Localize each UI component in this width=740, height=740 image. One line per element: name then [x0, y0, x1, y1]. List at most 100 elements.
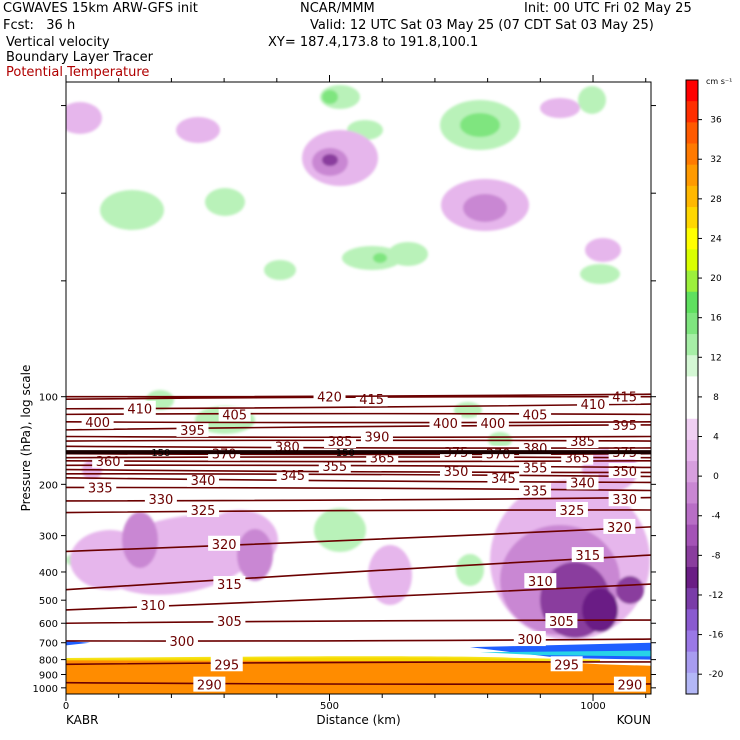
isentrope-label-335: 335	[523, 485, 548, 500]
colorbar-swatch	[686, 185, 698, 208]
isentrope-label-315: 315	[217, 578, 242, 593]
isentrope-label-305: 305	[217, 615, 242, 630]
colorbar-tick-label: 8	[713, 393, 719, 403]
colorbar-swatch	[686, 207, 698, 229]
updraft-region	[264, 260, 296, 280]
colorbar-tick-label: 4	[713, 433, 719, 443]
y-tick-label: 800	[39, 656, 58, 667]
colorbar-swatch	[686, 249, 698, 272]
isentrope-label-bg	[429, 414, 462, 430]
isentrope-335	[66, 486, 651, 492]
isentrope-label-bg	[571, 547, 604, 563]
isentrope-label-400: 400	[480, 417, 505, 432]
isentrope-355	[66, 464, 651, 469]
updraft-region	[314, 508, 366, 552]
isentrope-label-bg	[213, 576, 246, 592]
isentrope-label-380: 380	[523, 442, 548, 457]
isentrope-385	[66, 439, 651, 442]
isentrope-label-bg	[271, 438, 304, 454]
isentrope-label-410: 410	[127, 403, 152, 418]
isentrope-label-bg	[524, 573, 557, 589]
colorbar-tick-label: -20	[709, 670, 724, 680]
colorbar-swatch	[686, 672, 698, 695]
isentrope-label-365: 365	[565, 452, 590, 467]
x-tick-label: 500	[320, 701, 339, 712]
isentrope-label-305: 305	[549, 615, 574, 630]
y-tick-label: 900	[39, 671, 58, 682]
downdraft-core	[322, 154, 338, 166]
isentrope-label-310: 310	[528, 575, 553, 590]
isentrope-label-bg	[608, 416, 641, 432]
colorbar-swatch	[686, 376, 698, 399]
colorbar-tick-label: -4	[712, 512, 721, 522]
colorbar-tick-label: -12	[709, 591, 724, 601]
downdraft-region	[368, 545, 412, 605]
isentrope-label-bg	[550, 656, 583, 672]
updraft-core	[322, 90, 338, 104]
updraft-region	[456, 554, 484, 586]
colorbar-swatch	[686, 228, 698, 250]
isentrope-label-bg	[519, 482, 552, 498]
pbl-tracer-yellow	[66, 656, 600, 662]
colorbar-tick-label: 20	[710, 274, 722, 284]
isentrope-label-385: 385	[570, 435, 595, 450]
isentrope-label-405: 405	[222, 408, 247, 423]
isentrope-label-bg	[360, 428, 393, 444]
isentrope-315	[66, 554, 651, 591]
isentrope-label-bg	[218, 406, 251, 422]
init-time: Init: 00 UTC Fri 02 May 25	[524, 1, 692, 16]
xsection-endpoints: XY= 187.4,173.8 to 191.8,100.1	[268, 35, 479, 50]
isentrope-380	[66, 445, 651, 449]
x-endpoint-left: KABR	[66, 713, 98, 727]
isentrope-label-340: 340	[191, 474, 216, 489]
downdraft-region	[585, 238, 621, 262]
colorbar-swatch	[686, 439, 698, 462]
isentrope-label-bg	[313, 388, 346, 404]
y-tick-label: 700	[39, 639, 58, 650]
model-title: CGWAVES 15km ARW-GFS init	[3, 1, 198, 16]
isentrope-400	[66, 421, 651, 424]
updraft-core	[373, 253, 387, 263]
isentrope-label-365: 365	[370, 452, 395, 467]
colorbar-swatch	[686, 482, 698, 504]
isentrope-label-340: 340	[570, 476, 595, 491]
isentrope-label-bg	[208, 535, 241, 551]
colorbar-frame	[685, 79, 699, 695]
isentrope-label-345: 345	[280, 469, 305, 484]
updraft-region	[388, 242, 428, 266]
isentrope-label-bg	[187, 471, 220, 487]
updraft-region	[100, 190, 164, 230]
isentrope-395	[66, 424, 651, 431]
isentrope-label-300: 300	[170, 635, 195, 650]
isentrope-label-355: 355	[523, 461, 548, 476]
y-tick-label: 500	[39, 596, 58, 607]
x-axis-title: Distance (km)	[316, 713, 400, 727]
isentrope-label-415: 415	[359, 393, 384, 408]
isentrope-label-295: 295	[214, 658, 239, 673]
isentrope-label-395: 395	[180, 424, 205, 439]
isentrope-label-bg	[187, 501, 220, 517]
colorbar-swatch	[686, 503, 698, 526]
isentrope-label-345: 345	[491, 472, 516, 487]
y-tick-label: 400	[39, 568, 58, 579]
bold-line-label: 150	[151, 448, 170, 459]
isentrope-300	[66, 638, 651, 642]
isentrope-label-400: 400	[433, 417, 458, 432]
colorbar-swatch	[686, 270, 698, 293]
isentrope-label-405: 405	[523, 408, 548, 423]
colorbar-swatch	[686, 524, 698, 547]
downdraft-core	[122, 512, 158, 568]
updraft-region	[578, 86, 606, 114]
isentrope-label-325: 325	[191, 504, 216, 519]
field-bl-tracer: Boundary Layer Tracer	[6, 50, 153, 65]
field-theta: Potential Temperature	[6, 65, 150, 80]
isentrope-420	[66, 393, 651, 398]
isentrope-290	[66, 681, 651, 686]
isentrope-label-bg	[144, 491, 177, 507]
isentrope-350	[66, 468, 651, 474]
isentrope-390	[66, 435, 651, 439]
colorbar-tick-label: -16	[709, 631, 724, 641]
isentrope-label-bg	[213, 613, 246, 629]
colorbar-tick-label: 36	[710, 116, 722, 126]
isentrope-label-300: 300	[517, 633, 542, 648]
